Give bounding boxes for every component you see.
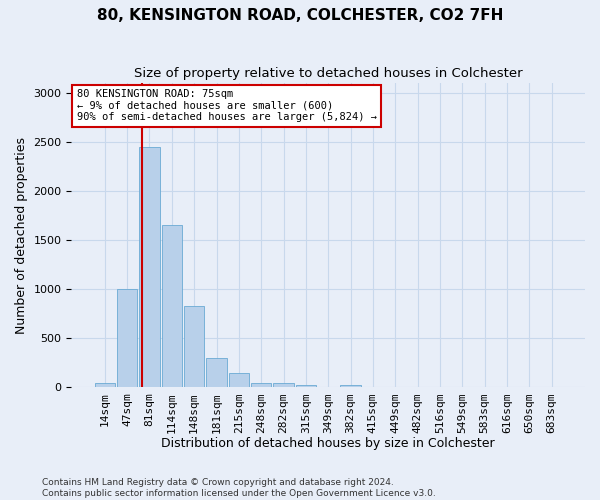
Bar <box>296 384 316 388</box>
Bar <box>206 358 227 388</box>
Bar <box>117 290 137 388</box>
Text: Contains HM Land Registry data © Crown copyright and database right 2024.
Contai: Contains HM Land Registry data © Crown c… <box>42 478 436 498</box>
Bar <box>340 384 361 388</box>
Title: Size of property relative to detached houses in Colchester: Size of property relative to detached ho… <box>134 68 523 80</box>
Bar <box>139 147 160 388</box>
Bar <box>251 382 271 388</box>
Bar <box>95 382 115 388</box>
Text: 80, KENSINGTON ROAD, COLCHESTER, CO2 7FH: 80, KENSINGTON ROAD, COLCHESTER, CO2 7FH <box>97 8 503 22</box>
X-axis label: Distribution of detached houses by size in Colchester: Distribution of detached houses by size … <box>161 437 495 450</box>
Bar <box>162 226 182 388</box>
Text: 80 KENSINGTON ROAD: 75sqm
← 9% of detached houses are smaller (600)
90% of semi-: 80 KENSINGTON ROAD: 75sqm ← 9% of detach… <box>77 89 377 122</box>
Bar <box>184 306 204 388</box>
Bar <box>274 382 293 388</box>
Bar <box>229 372 249 388</box>
Y-axis label: Number of detached properties: Number of detached properties <box>15 137 28 334</box>
